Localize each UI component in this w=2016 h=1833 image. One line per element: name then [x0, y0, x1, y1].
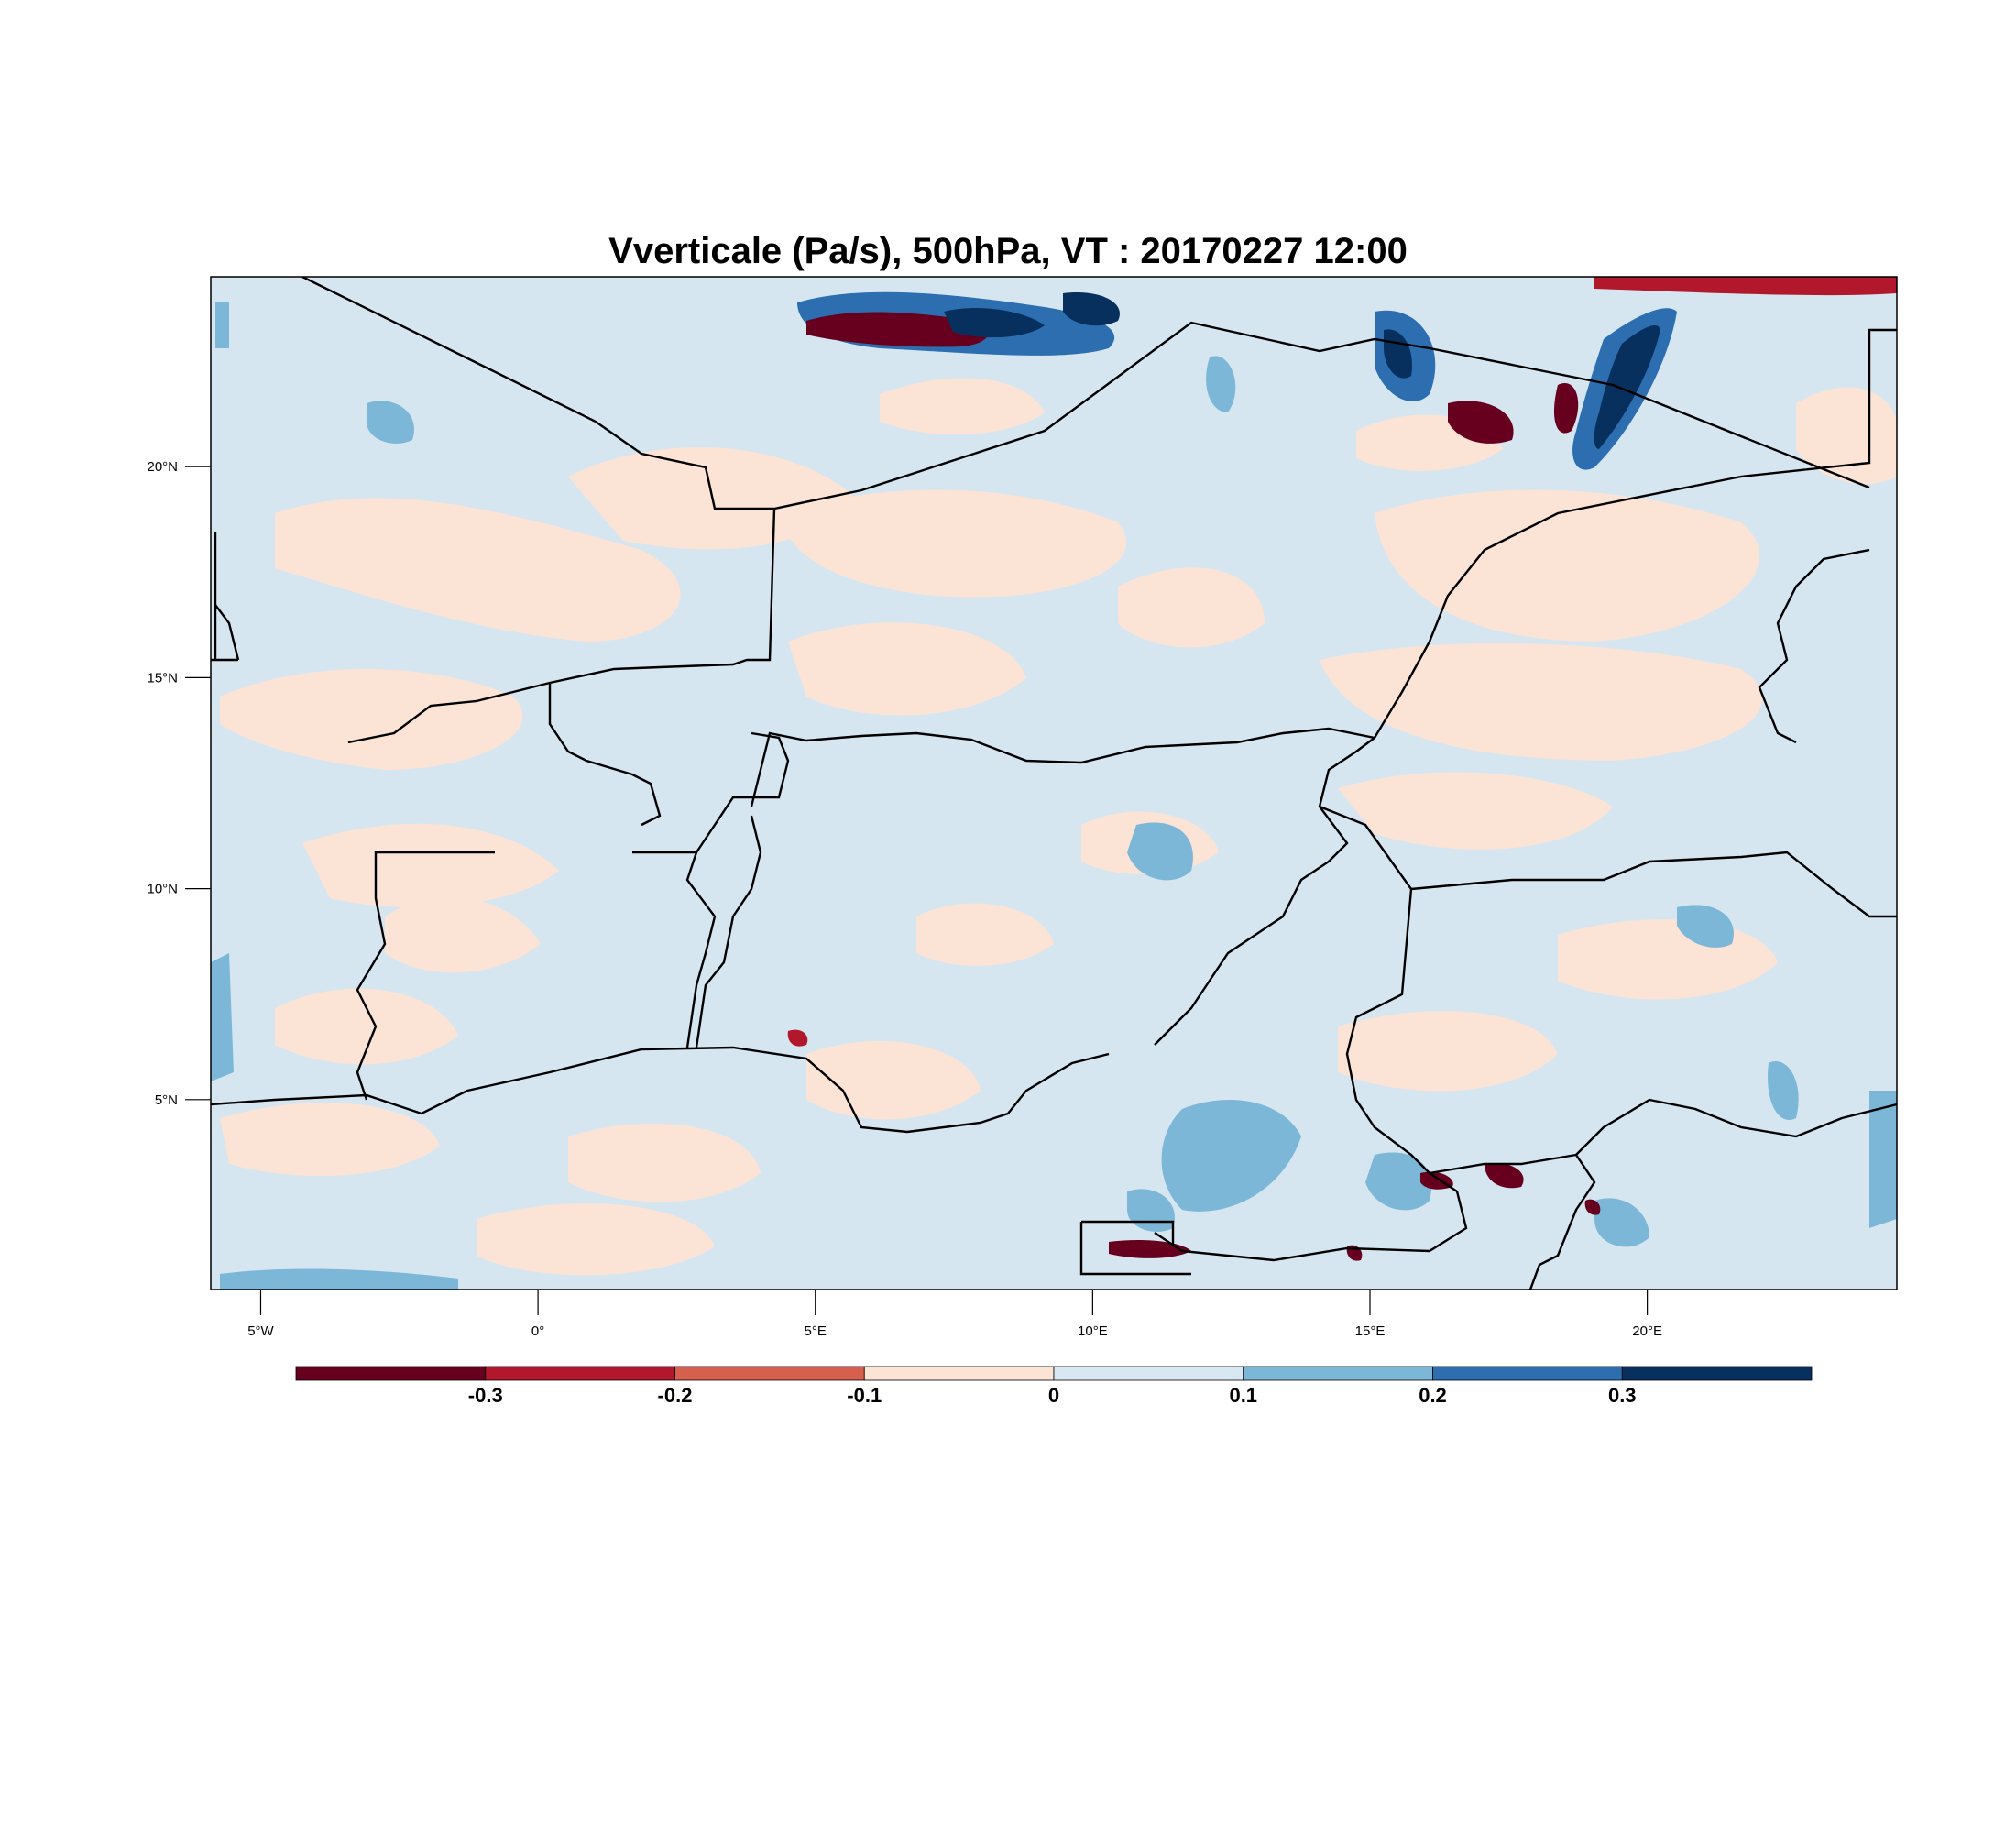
colorbar-swatch [485, 1366, 675, 1381]
strong-cell-south [1420, 1171, 1453, 1190]
lon-tick-label: 5°E [805, 1323, 827, 1339]
map-title: Vverticale (Pa/s), 500hPa, VT : 20170227… [608, 231, 1408, 271]
field-strong-cells [787, 277, 1897, 1261]
strong-cell-south [787, 1029, 808, 1047]
strong-cell-sahara-band [1448, 401, 1514, 444]
latitude-axis: 5°N 10°N 15°N 20°N [147, 459, 211, 1108]
lon-tick-label: 0° [531, 1323, 544, 1339]
colorbar-swatch [1621, 1366, 1813, 1381]
colorbar-label: -0.1 [847, 1384, 882, 1407]
lat-tick-label: 15°N [147, 670, 178, 686]
colorbar-label: 0 [1048, 1384, 1059, 1407]
colorbar-swatch [1053, 1366, 1244, 1381]
strong-cell-sahara-band [944, 307, 1045, 338]
colorbar: -0.3 -0.2 -0.1 0 0.1 0.2 0.3 [295, 1366, 1813, 1407]
strong-cell-south [1584, 1199, 1601, 1215]
lon-tick-label: 15°E [1355, 1323, 1386, 1339]
colorbar-swatch [295, 1366, 487, 1381]
lat-tick-label: 20°N [147, 459, 178, 475]
longitude-axis: 5°W 0° 5°E 10°E 15°E 20°E [247, 1290, 1662, 1339]
colorbar-swatch [674, 1366, 865, 1381]
colorbar-label: 0.2 [1419, 1384, 1447, 1407]
country-borders [211, 277, 1897, 1290]
colorbar-label: -0.2 [658, 1384, 693, 1407]
strong-cell-sahara-band [1594, 325, 1660, 449]
colorbar-label: 0.1 [1229, 1384, 1257, 1407]
plot-area [211, 277, 1897, 1290]
colorbar-label: 0.3 [1608, 1384, 1637, 1407]
field-negative-patches [211, 302, 1897, 1290]
strong-cell-sahara-band [1594, 277, 1897, 296]
colorbar-swatch [1432, 1366, 1623, 1381]
lat-tick-label: 10°N [147, 882, 178, 897]
plot-frame [210, 276, 1898, 1290]
field-positive-patches [220, 378, 1897, 1276]
strong-cell-sahara-band [1063, 292, 1120, 326]
strong-cell-sahara-band [1553, 383, 1579, 434]
lon-tick-label: 10°E [1078, 1323, 1108, 1339]
colorbar-swatch [1243, 1366, 1433, 1381]
lon-tick-label: 20°E [1632, 1323, 1662, 1339]
colorbar-swatch [863, 1366, 1055, 1381]
colorbar-label: -0.3 [468, 1384, 503, 1407]
strong-cell-south [1485, 1163, 1524, 1189]
strong-cell-sahara-band [806, 312, 989, 347]
lat-tick-label: 5°N [155, 1092, 178, 1108]
lon-tick-label: 5°W [247, 1323, 274, 1339]
field-background [211, 277, 1897, 1290]
